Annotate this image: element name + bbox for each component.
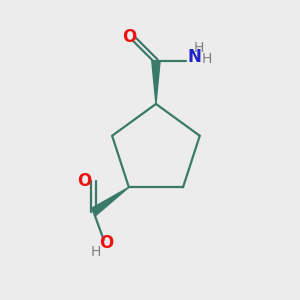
Text: H: H <box>202 52 212 66</box>
Polygon shape <box>91 187 129 215</box>
Text: H: H <box>90 245 100 260</box>
Text: H: H <box>194 41 204 56</box>
Text: O: O <box>77 172 91 190</box>
Text: O: O <box>99 235 113 253</box>
Polygon shape <box>152 61 160 104</box>
Text: O: O <box>122 28 136 46</box>
Text: N: N <box>188 48 202 66</box>
